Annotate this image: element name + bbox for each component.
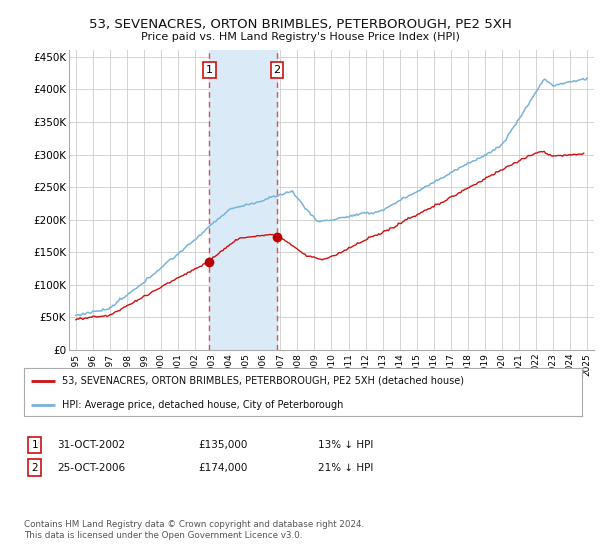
Text: 1: 1 [206, 65, 213, 75]
Text: Price paid vs. HM Land Registry's House Price Index (HPI): Price paid vs. HM Land Registry's House … [140, 32, 460, 42]
Text: 2: 2 [274, 65, 281, 75]
Bar [209, 50, 277, 350]
Text: 25-OCT-2006: 25-OCT-2006 [57, 463, 125, 473]
Text: £135,000: £135,000 [198, 440, 247, 450]
Text: £174,000: £174,000 [198, 463, 247, 473]
Text: HPI: Average price, detached house, City of Peterborough: HPI: Average price, detached house, City… [62, 400, 343, 410]
Text: 53, SEVENACRES, ORTON BRIMBLES, PETERBOROUGH, PE2 5XH (detached house): 53, SEVENACRES, ORTON BRIMBLES, PETERBOR… [62, 376, 464, 386]
Text: 53, SEVENACRES, ORTON BRIMBLES, PETERBOROUGH, PE2 5XH: 53, SEVENACRES, ORTON BRIMBLES, PETERBOR… [89, 18, 511, 31]
Text: 2: 2 [31, 463, 38, 473]
Text: Contains HM Land Registry data © Crown copyright and database right 2024.
This d: Contains HM Land Registry data © Crown c… [24, 520, 364, 540]
Text: 21% ↓ HPI: 21% ↓ HPI [318, 463, 373, 473]
Text: 13% ↓ HPI: 13% ↓ HPI [318, 440, 373, 450]
Text: 1: 1 [31, 440, 38, 450]
Text: 31-OCT-2002: 31-OCT-2002 [57, 440, 125, 450]
